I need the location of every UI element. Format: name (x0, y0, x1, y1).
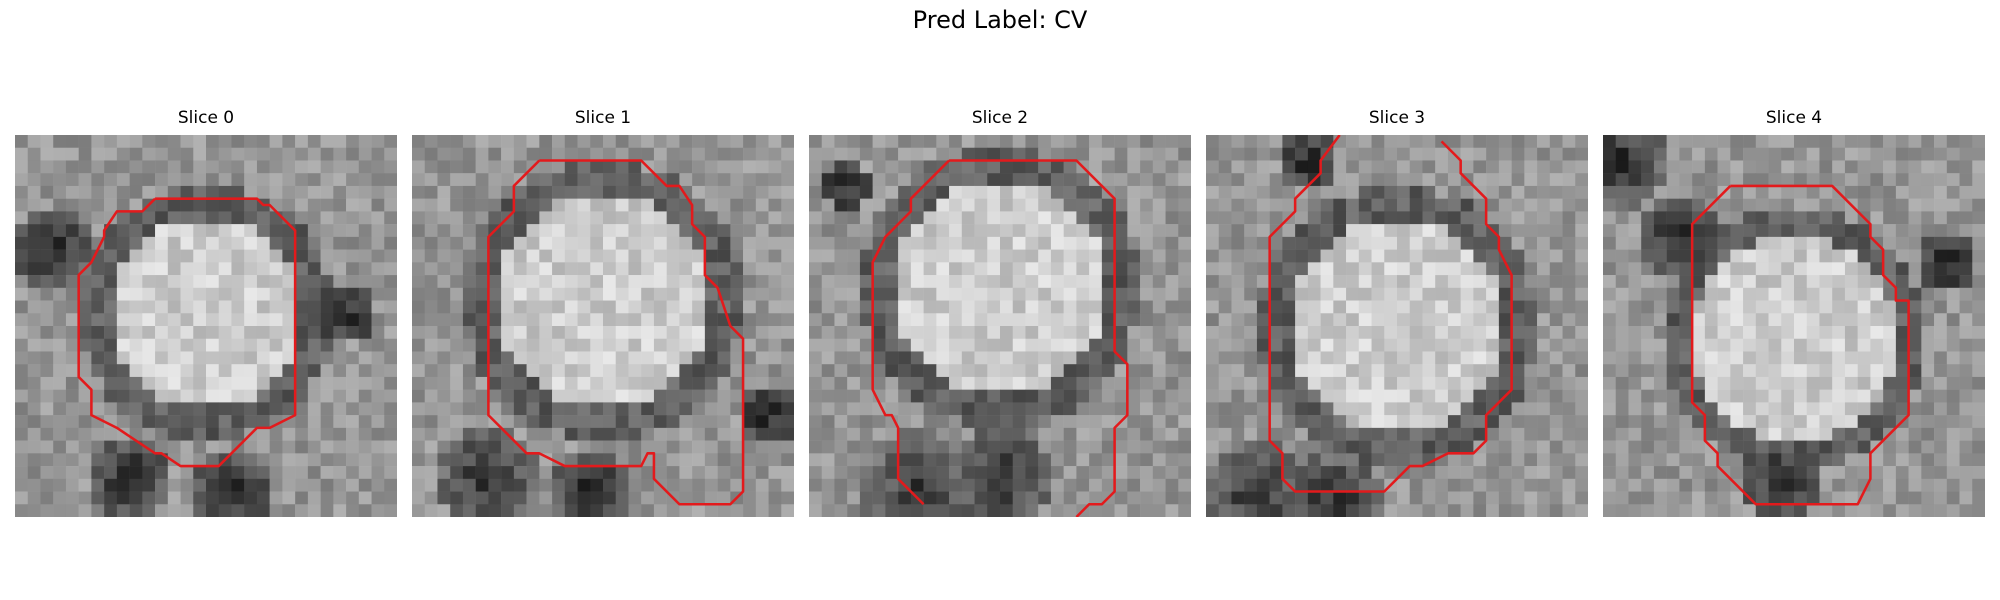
slice-title: Slice 4 (1765, 108, 1823, 128)
slice-image (412, 135, 794, 517)
slice-image (809, 135, 1191, 517)
segmentation-contour (1690, 184, 1910, 506)
segmentation-contour (1268, 135, 1513, 493)
slice-image (1206, 135, 1588, 517)
pixel-grid (1206, 135, 1588, 517)
slice-image (15, 135, 397, 517)
pixel-grid (1603, 135, 1985, 517)
pixel-grid (412, 135, 794, 517)
slice-title: Slice 2 (971, 108, 1029, 128)
segmentation-contour (871, 159, 950, 506)
segmentation-contour (77, 197, 297, 468)
slice-title: Slice 0 (177, 108, 235, 128)
slice-title: Slice 3 (1368, 108, 1426, 128)
segmentation-contour (487, 159, 745, 506)
slice-image (1603, 135, 1985, 517)
pixel-grid (15, 135, 397, 517)
figure-title: Pred Label: CV (912, 6, 1088, 34)
slice-title: Slice 1 (574, 108, 632, 128)
segmentation-contour (949, 159, 1129, 517)
pixel-grid (809, 135, 1191, 517)
